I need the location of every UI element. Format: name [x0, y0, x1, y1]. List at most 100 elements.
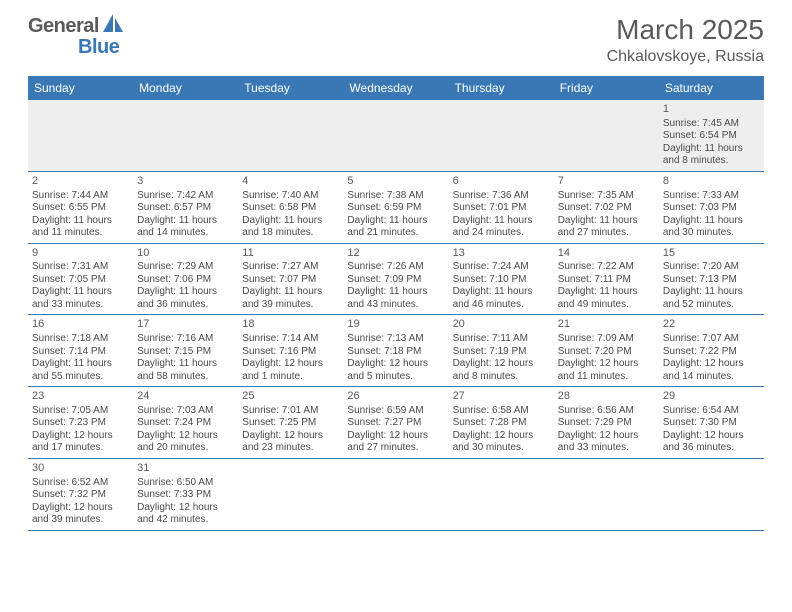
logo-text-blue: Blue	[78, 36, 119, 58]
sunrise-text: Sunrise: 7:31 AM	[32, 261, 128, 274]
day-number: 18	[242, 318, 338, 332]
sunrise-text: Sunrise: 7:13 AM	[347, 333, 443, 346]
page-title: March 2025	[607, 14, 764, 46]
day-number: 21	[558, 318, 654, 332]
logo: General Blue	[28, 14, 125, 39]
sunrise-text: Sunrise: 7:38 AM	[347, 190, 443, 203]
empty-cell	[343, 459, 448, 530]
day-cell: 5Sunrise: 7:38 AMSunset: 6:59 PMDaylight…	[343, 172, 448, 243]
sunset-text: Sunset: 7:16 PM	[242, 346, 338, 359]
day-number: 29	[663, 390, 759, 404]
sunrise-text: Sunrise: 7:18 AM	[32, 333, 128, 346]
sunrise-text: Sunrise: 7:29 AM	[137, 261, 233, 274]
daylight-text: Daylight: 11 hours and 36 minutes.	[137, 286, 233, 311]
daylight-text: Daylight: 11 hours and 46 minutes.	[453, 286, 549, 311]
day-cell: 26Sunrise: 6:59 AMSunset: 7:27 PMDayligh…	[343, 387, 448, 458]
day-number: 8	[663, 175, 759, 189]
day-number: 26	[347, 390, 443, 404]
daylight-text: Daylight: 12 hours and 23 minutes.	[242, 430, 338, 455]
weeks-container: 1Sunrise: 7:45 AMSunset: 6:54 PM Daylight…	[28, 100, 764, 531]
title-block: March 2025 Chkalovskoye, Russia	[607, 14, 764, 66]
sunset-text: Sunset: 7:27 PM	[347, 417, 443, 430]
daylight-text: Daylight: 11 hours and 11 minutes.	[32, 215, 128, 240]
sunrise-text: Sunrise: 7:22 AM	[558, 261, 654, 274]
day-number: 3	[137, 175, 233, 189]
daylight-text: Daylight: 11 hours and 24 minutes.	[453, 215, 549, 240]
day-number: 12	[347, 247, 443, 261]
day-cell: 31Sunrise: 6:50 AMSunset: 7:33 PMDayligh…	[133, 459, 238, 530]
sunrise-text: Sunrise: 6:52 AM	[32, 477, 128, 490]
sunset-text: Sunset: 7:28 PM	[453, 417, 549, 430]
day-cell: 9Sunrise: 7:31 AMSunset: 7:05 PMDaylight…	[28, 244, 133, 315]
day-cell: 6Sunrise: 7:36 AMSunset: 7:01 PMDaylight…	[449, 172, 554, 243]
sunset-text: Sunset: 7:07 PM	[242, 274, 338, 287]
sunset-text: Sunset: 7:19 PM	[453, 346, 549, 359]
sunrise-text: Sunrise: 7:26 AM	[347, 261, 443, 274]
sunrise-text: Sunrise: 7:16 AM	[137, 333, 233, 346]
sunrise-text: Sunrise: 7:45 AM	[663, 118, 759, 131]
day-header: Monday	[133, 76, 238, 100]
week-row: 16Sunrise: 7:18 AMSunset: 7:14 PMDayligh…	[28, 315, 764, 387]
day-cell: 7Sunrise: 7:35 AMSunset: 7:02 PMDaylight…	[554, 172, 659, 243]
sunset-text: Sunset: 7:02 PM	[558, 202, 654, 215]
empty-cell	[659, 459, 764, 530]
day-number: 5	[347, 175, 443, 189]
day-cell: 20Sunrise: 7:11 AMSunset: 7:19 PMDayligh…	[449, 315, 554, 386]
sunset-text: Sunset: 6:54 PM	[663, 130, 759, 143]
day-number: 20	[453, 318, 549, 332]
day-cell: 27Sunrise: 6:58 AMSunset: 7:28 PMDayligh…	[449, 387, 554, 458]
sunrise-text: Sunrise: 7:11 AM	[453, 333, 549, 346]
daylight-text: Daylight: 12 hours and 30 minutes.	[453, 430, 549, 455]
sunset-text: Sunset: 7:25 PM	[242, 417, 338, 430]
day-cell: 12Sunrise: 7:26 AMSunset: 7:09 PMDayligh…	[343, 244, 448, 315]
sunset-text: Sunset: 7:20 PM	[558, 346, 654, 359]
day-number: 1	[663, 103, 759, 117]
day-number: 7	[558, 175, 654, 189]
daylight-text: Daylight: 12 hours and 20 minutes.	[137, 430, 233, 455]
day-cell: 19Sunrise: 7:13 AMSunset: 7:18 PMDayligh…	[343, 315, 448, 386]
sunrise-text: Sunrise: 6:50 AM	[137, 477, 233, 490]
daylight-text: Daylight: 11 hours and 14 minutes.	[137, 215, 233, 240]
daylight-text: Daylight: 12 hours and 17 minutes.	[32, 430, 128, 455]
day-cell: 30Sunrise: 6:52 AMSunset: 7:32 PMDayligh…	[28, 459, 133, 530]
daylight-text: Daylight: 11 hours and 30 minutes.	[663, 215, 759, 240]
day-number: 19	[347, 318, 443, 332]
day-header: Sunday	[28, 76, 133, 100]
day-number: 13	[453, 247, 549, 261]
day-cell: 23Sunrise: 7:05 AMSunset: 7:23 PMDayligh…	[28, 387, 133, 458]
location-label: Chkalovskoye, Russia	[607, 48, 764, 66]
day-number: 6	[453, 175, 549, 189]
sunrise-text: Sunrise: 7:01 AM	[242, 405, 338, 418]
day-cell: 11Sunrise: 7:27 AMSunset: 7:07 PMDayligh…	[238, 244, 343, 315]
day-number: 17	[137, 318, 233, 332]
sunrise-text: Sunrise: 7:33 AM	[663, 190, 759, 203]
sunset-text: Sunset: 7:14 PM	[32, 346, 128, 359]
daylight-text: Daylight: 12 hours and 1 minute.	[242, 358, 338, 383]
day-cell: 25Sunrise: 7:01 AMSunset: 7:25 PMDayligh…	[238, 387, 343, 458]
day-number: 22	[663, 318, 759, 332]
empty-cell	[133, 100, 238, 171]
daylight-text: Daylight: 11 hours and 43 minutes.	[347, 286, 443, 311]
sunset-text: Sunset: 7:30 PM	[663, 417, 759, 430]
day-cell: 14Sunrise: 7:22 AMSunset: 7:11 PMDayligh…	[554, 244, 659, 315]
sunrise-text: Sunrise: 6:56 AM	[558, 405, 654, 418]
sunset-text: Sunset: 7:24 PM	[137, 417, 233, 430]
sunset-text: Sunset: 7:29 PM	[558, 417, 654, 430]
empty-cell	[238, 459, 343, 530]
daylight-text: Daylight: 12 hours and 33 minutes.	[558, 430, 654, 455]
empty-cell	[554, 459, 659, 530]
day-number: 9	[32, 247, 128, 261]
sunrise-text: Sunrise: 7:03 AM	[137, 405, 233, 418]
sunrise-text: Sunrise: 7:09 AM	[558, 333, 654, 346]
day-number: 28	[558, 390, 654, 404]
day-number: 4	[242, 175, 338, 189]
sunset-text: Sunset: 7:09 PM	[347, 274, 443, 287]
day-number: 31	[137, 462, 233, 476]
day-number: 2	[32, 175, 128, 189]
day-header: Thursday	[449, 76, 554, 100]
day-number: 24	[137, 390, 233, 404]
day-cell: 1Sunrise: 7:45 AMSunset: 6:54 PMDaylight…	[659, 100, 764, 171]
day-cell: 21Sunrise: 7:09 AMSunset: 7:20 PMDayligh…	[554, 315, 659, 386]
empty-cell	[449, 100, 554, 171]
daylight-text: Daylight: 12 hours and 36 minutes.	[663, 430, 759, 455]
